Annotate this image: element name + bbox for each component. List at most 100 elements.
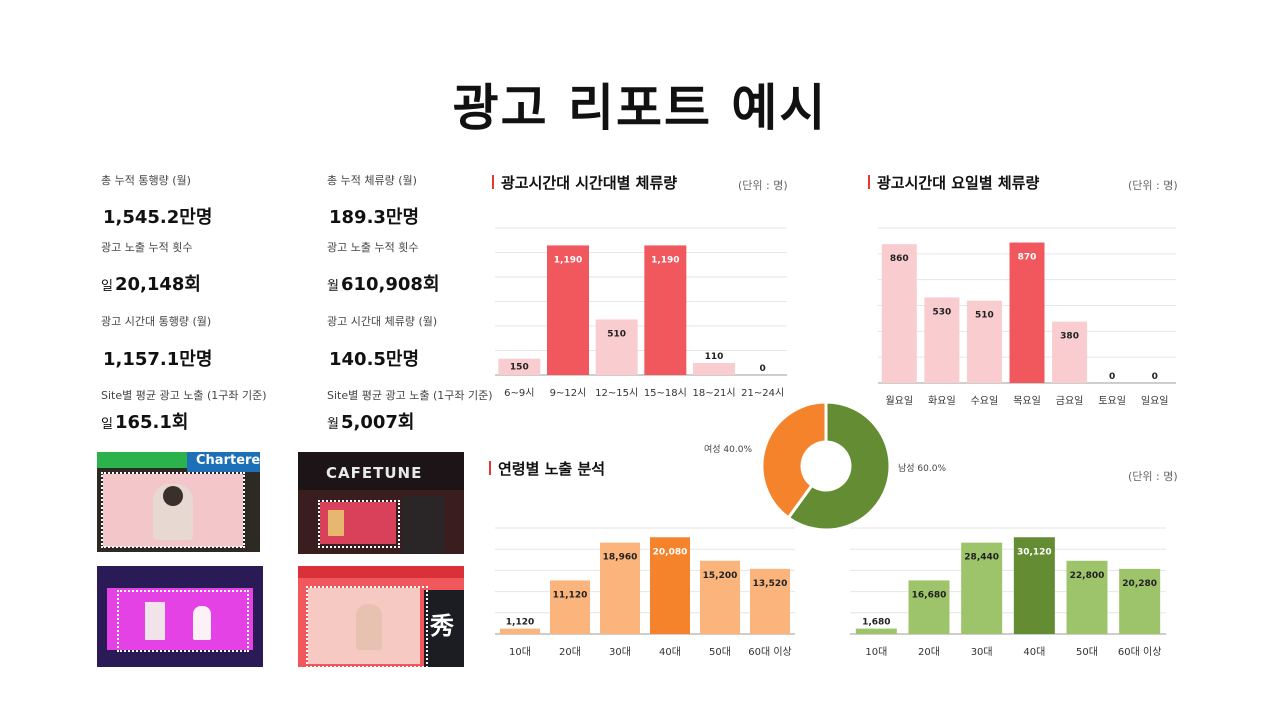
data-label: 30,120 <box>1017 547 1052 557</box>
tick-label: 40대 <box>659 646 681 658</box>
stat-prefix: 일 <box>101 279 113 294</box>
age-chart-title-text: 연령별 노출 분석 <box>498 460 606 478</box>
age-chart-title: 연령별 노출 분석 <box>489 458 605 479</box>
tick-label: 60대 이상 <box>1118 646 1162 658</box>
weekday-chart-title: 광고시간대 요일별 체류량 <box>868 172 1039 193</box>
data-label: 510 <box>975 311 994 321</box>
stat-number: 5,007회 <box>340 412 415 433</box>
tick-label: 20대 <box>918 646 940 658</box>
data-label: 0 <box>760 364 766 374</box>
tick-label: 화요일 <box>928 395 956 407</box>
data-label: 110 <box>705 352 724 362</box>
pie-slice <box>760 400 828 520</box>
stat-number: 189.3만명 <box>329 207 420 228</box>
data-label: 20,280 <box>1122 579 1157 589</box>
sign-text: 秀 <box>430 612 454 640</box>
bar <box>750 568 790 634</box>
hourly-chart-unit: (단위 : 명) <box>738 179 788 192</box>
stat-prefix: 월 <box>327 279 339 294</box>
stat-label: 광고 노출 누적 횟수 <box>101 241 193 254</box>
male-age-bar-chart: 1,680 10대 16,680 20대 28,440 30대 30,120 40대 22,80… <box>850 527 1166 658</box>
tick-label: 10대 <box>865 646 887 658</box>
bar <box>500 628 540 634</box>
data-label: 20,080 <box>653 547 688 557</box>
bar <box>961 542 1003 634</box>
data-label: 870 <box>1018 253 1037 263</box>
pie-slice <box>786 400 892 532</box>
stat-value: 월 5,007회 <box>327 408 414 434</box>
tick-label: 21~24시 <box>741 387 784 399</box>
tick-label: 60대 이상 <box>748 646 792 658</box>
bar <box>1013 537 1055 634</box>
stat-number: 610,908회 <box>340 274 440 295</box>
bar <box>600 542 640 634</box>
weekday-bar-chart: 860 월요일 530 화요일 510 수요일 870 목요일 380 금요일 0 토요일 0 일요일 <box>878 227 1176 407</box>
data-label: 28,440 <box>964 553 999 563</box>
stat-number: 165.1회 <box>114 412 189 433</box>
bar <box>547 245 589 375</box>
tick-label: 30대 <box>609 646 631 658</box>
stat-value: 1,157.1만명 <box>101 345 212 371</box>
stat-label: 광고 시간대 체류량 (월) <box>327 315 438 328</box>
bar <box>1052 321 1088 383</box>
age-chart-unit: (단위 : 명) <box>1128 470 1178 483</box>
data-label: 11,120 <box>553 590 588 600</box>
stat-value: 일 165.1회 <box>101 408 188 434</box>
tick-label: 50대 <box>709 646 731 658</box>
data-label: 0 <box>1152 372 1158 382</box>
data-label: 15,200 <box>703 571 738 581</box>
tick-label: 9~12시 <box>550 387 587 399</box>
data-label: 860 <box>890 254 909 264</box>
bar <box>650 537 690 634</box>
bar <box>1009 242 1045 383</box>
data-label: 16,680 <box>912 590 947 600</box>
pie-label: 여성 40.0% <box>704 443 752 455</box>
hourly-bar-chart: 150 6~9시 1,190 9~12시 510 12~15시 1,190 15~18시 110… <box>495 227 787 399</box>
page-title: 광고 리포트 예시 <box>452 79 828 137</box>
hourly-chart-title-text: 광고시간대 시간대별 체류량 <box>501 174 678 192</box>
data-label: 1,190 <box>554 255 582 265</box>
site-photo-3 <box>97 566 263 667</box>
stat-label: 광고 시간대 통행량 (월) <box>101 315 212 328</box>
tick-label: 6~9시 <box>504 387 534 399</box>
bar <box>693 363 735 375</box>
stat-number: 1,157.1만명 <box>103 349 213 370</box>
bar <box>924 297 960 383</box>
data-label: 530 <box>932 307 951 317</box>
stat-label: 광고 노출 누적 횟수 <box>327 241 419 254</box>
stat-value: 월 610,908회 <box>327 270 440 296</box>
stat-value: 140.5만명 <box>327 345 419 371</box>
data-label: 0 <box>1109 372 1115 382</box>
stat-label: Site별 평균 광고 노출 (1구좌 기준) <box>101 389 267 402</box>
bar <box>966 300 1002 383</box>
bar <box>644 245 687 375</box>
tick-label: 40대 <box>1023 646 1045 658</box>
site-photo-2: CAFETUNE <box>298 452 464 554</box>
bar <box>700 560 740 634</box>
pie-label: 남성 60.0% <box>898 463 946 474</box>
bar <box>550 580 590 634</box>
tick-label: 30대 <box>971 646 993 658</box>
stat-value: 일 20,148회 <box>101 270 201 296</box>
tick-label: 12~15시 <box>595 387 638 399</box>
bar <box>1066 560 1108 634</box>
accent-bar <box>868 175 870 189</box>
data-label: 1,120 <box>506 618 534 628</box>
tick-label: 금요일 <box>1056 395 1084 407</box>
data-label: 22,800 <box>1070 571 1105 581</box>
gender-donut-chart: 여성 40.0% 남성 60.0% <box>704 400 946 532</box>
hourly-chart-title: 광고시간대 시간대별 체류량 <box>492 172 677 193</box>
site-photo-4: 秀 <box>298 566 464 667</box>
stat-prefix: 월 <box>327 417 339 432</box>
sign-text: CAFETUNE <box>326 464 423 482</box>
data-label: 1,190 <box>651 255 679 265</box>
stat-number: 20,148회 <box>114 274 201 295</box>
stat-value: 1,545.2만명 <box>101 203 212 229</box>
tick-label: 50대 <box>1076 646 1098 658</box>
female-age-bar-chart: 1,120 10대 11,120 20대 18,960 30대 20,080 40대 15,20… <box>495 527 795 658</box>
bar <box>881 244 917 383</box>
site-photo-1: Chartered <box>97 452 260 552</box>
tick-label: 수요일 <box>971 395 999 407</box>
data-label: 150 <box>510 363 529 373</box>
data-label: 380 <box>1060 332 1079 342</box>
